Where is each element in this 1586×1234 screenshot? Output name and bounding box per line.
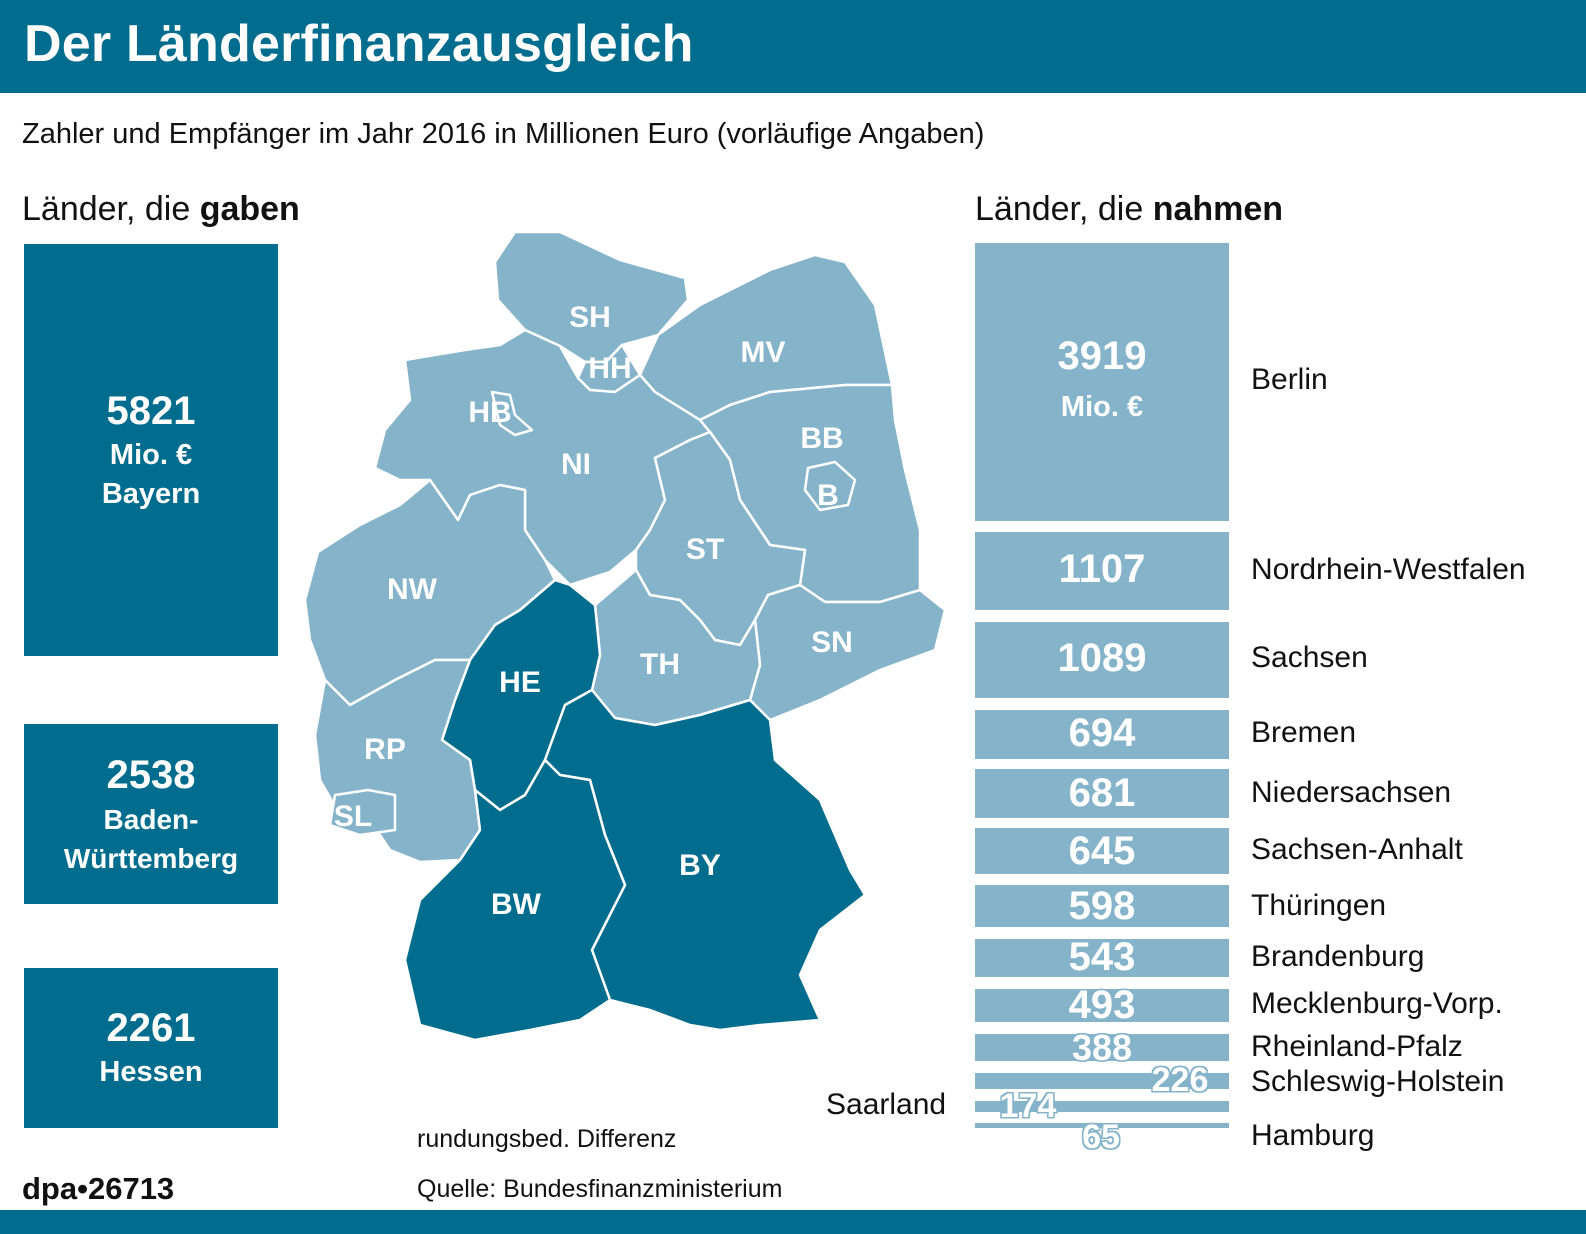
- receiver-bar-berlin: [975, 243, 1229, 521]
- dpa-credit: dpa•26713: [22, 1171, 175, 1206]
- receiver-value-schleswig-holstein: 226: [1151, 1061, 1209, 1099]
- receivers-heading-prefix: Länder, die: [975, 190, 1153, 228]
- rounding-note: rundungsbed. Differenz: [417, 1125, 677, 1153]
- receivers-heading-bold: nahmen: [1152, 190, 1284, 228]
- receiver-name-sachsen: Sachsen: [1251, 641, 1368, 674]
- receiver-name-sachsen-anhalt: Sachsen-Anhalt: [1251, 833, 1463, 866]
- receiver-value-mecklenburg: 493: [1068, 983, 1136, 1027]
- region-bw: [403, 758, 627, 1042]
- receiver-bar-niedersachsen: [975, 769, 1229, 818]
- receiver-name-niedersachsen: Niedersachsen: [1251, 776, 1452, 809]
- giver-value: 2261: [106, 1006, 196, 1051]
- map-label-by: BY: [679, 849, 721, 882]
- map-label-mv: MV: [741, 336, 786, 369]
- receiver-value-saarland: 174: [999, 1087, 1057, 1125]
- receiver-bar-schleswig-holstein: [975, 1073, 1229, 1089]
- map-label-th: TH: [640, 648, 680, 681]
- receiver-name-schleswig-holstein: Schleswig-Holstein: [1251, 1065, 1505, 1098]
- page-title: Der Länderfinanzausgleich: [24, 15, 694, 73]
- receiver-bar-thueringen: [975, 885, 1229, 927]
- receiver-name-saarland: Saarland: [826, 1088, 947, 1121]
- map-label-st: ST: [686, 533, 724, 566]
- map-label-sh: SH: [569, 301, 611, 334]
- receiver-name-bremen: Bremen: [1251, 716, 1357, 749]
- region-hb: [490, 390, 534, 437]
- receiver-bar-hamburg: [975, 1123, 1229, 1128]
- receiver-bar-nrw: [975, 532, 1229, 610]
- subtitle: Zahler und Empfänger im Jahr 2016 in Mil…: [22, 118, 985, 150]
- receiver-bar-sachsen: [975, 622, 1229, 698]
- map-label-nw: NW: [387, 573, 438, 606]
- map-label-hh: HH: [588, 352, 631, 385]
- giver-hessen: 2261 Hessen: [24, 968, 278, 1128]
- receivers-heading: Länder, die nahmen: [975, 190, 1283, 229]
- receiver-value-sachsen: 1089: [1057, 636, 1147, 680]
- receiver-bar-sachsen-anhalt: [975, 828, 1229, 874]
- receiver-bar-saarland: [975, 1101, 1229, 1112]
- map-label-bw: BW: [491, 888, 542, 921]
- receiver-name-thueringen: Thüringen: [1251, 889, 1387, 922]
- receiver-name-mecklenburg: Mecklenburg-Vorp.: [1251, 987, 1503, 1020]
- receiver-name-brandenburg: Brandenburg: [1251, 940, 1425, 973]
- giver-name: Bayern: [101, 478, 201, 510]
- givers-heading: Länder, die gaben: [22, 190, 300, 229]
- bottom-bar: [0, 1210, 1586, 1234]
- receiver-unit-berlin: Mio. €: [1060, 391, 1144, 423]
- map-label-he: HE: [499, 666, 541, 699]
- map-label-hb: HB: [468, 396, 511, 429]
- receiver-bar-bremen: [975, 710, 1229, 759]
- giver-name: Hessen: [99, 1056, 203, 1089]
- giver-baden-wuerttemberg: 2538 Baden-Württemberg: [24, 724, 278, 904]
- map-label-ni: NI: [561, 448, 591, 481]
- map-label-sn: SN: [811, 626, 853, 659]
- receiver-name-berlin: Berlin: [1251, 363, 1328, 396]
- receiver-name-nrw: Nordrhein-Westfalen: [1251, 553, 1526, 586]
- source-note: Quelle: Bundesfinanzministerium: [417, 1175, 783, 1203]
- giver-value: 2538: [106, 752, 196, 797]
- receiver-value-berlin: 3919: [1057, 334, 1147, 378]
- receiver-value-thueringen: 598: [1068, 884, 1136, 928]
- receiver-value-niedersachsen: 681: [1068, 771, 1136, 815]
- region-sl: [328, 788, 397, 837]
- receiver-value-rheinland-pfalz: 388: [1071, 1027, 1133, 1068]
- givers-heading-bold: gaben: [199, 190, 300, 228]
- map-label-sl: SL: [334, 800, 372, 833]
- giver-name: Baden-Württemberg: [63, 803, 239, 874]
- receiver-bar-brandenburg: [975, 939, 1229, 977]
- receiver-value-brandenburg: 543: [1068, 935, 1136, 979]
- receiver-value-bremen: 694: [1068, 711, 1136, 755]
- map-label-bb: BB: [800, 422, 843, 455]
- map-label-rp: RP: [364, 733, 406, 766]
- header-bar: Der Länderfinanzausgleich: [0, 0, 1586, 93]
- givers-heading-prefix: Länder, die: [22, 190, 200, 228]
- receiver-bar-mecklenburg: [975, 989, 1229, 1022]
- receiver-value-sachsen-anhalt: 645: [1068, 829, 1136, 873]
- giver-unit: Mio. €: [109, 438, 193, 471]
- giver-value: 5821: [106, 388, 196, 433]
- map-label-b: B: [817, 479, 839, 512]
- receiver-name-rheinland-pfalz: Rheinland-Pfalz: [1251, 1030, 1463, 1063]
- receiver-name-hamburg: Hamburg: [1251, 1119, 1375, 1152]
- region-b: [803, 460, 857, 512]
- giver-bayern: 5821 Mio. € Bayern: [24, 244, 278, 656]
- receiver-value-hamburg: 65: [1082, 1118, 1120, 1156]
- receiver-bar-rheinland-pfalz: [975, 1034, 1229, 1061]
- receiver-value-nrw: 1107: [1058, 547, 1146, 591]
